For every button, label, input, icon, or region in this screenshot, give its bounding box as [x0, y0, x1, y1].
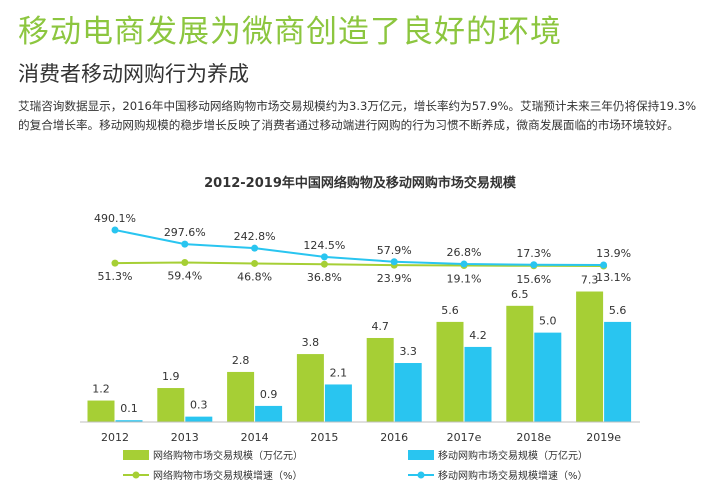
- bar-online-2013: [157, 388, 185, 422]
- bar-mobile-2015: [324, 384, 352, 422]
- bar-label-mobile-2016: 3.3: [399, 345, 417, 358]
- point-label-mobile-2015: 124.5%: [303, 239, 345, 252]
- bar-label-mobile-2013: 0.3: [190, 399, 208, 412]
- bar-online-2017e: [436, 321, 464, 422]
- point-mobile-2015: [320, 253, 328, 261]
- bar-label-online-2014: 2.8: [232, 354, 250, 367]
- subheadline: 消费者移动网购行为养成: [18, 62, 249, 86]
- legend-label-online-growth: 网络购物市场交易规模增速（%）: [153, 469, 303, 482]
- bar-label-online-2013: 1.9: [162, 370, 180, 383]
- bar-label-mobile-2018e: 5.0: [539, 315, 557, 328]
- bar-label-online-2012: 1.2: [92, 383, 110, 396]
- bar-label-online-2018e: 6.5: [511, 288, 529, 301]
- bar-online-2018e: [506, 305, 534, 422]
- legend-swatch-online-size: [123, 450, 149, 460]
- headline: 移动电商发展为微商创造了良好的环境: [18, 14, 562, 50]
- point-label-online-2015: 36.8%: [307, 271, 342, 284]
- bars-layer: 1.2 0.1 1.9 0.3 2.8 0.9 3.8 2.1 4.7 3.3 5.6 4.2 6.5 5…: [87, 274, 632, 422]
- bar-online-2012: [87, 400, 115, 422]
- bar-mobile-2013: [185, 416, 213, 422]
- bar-label-mobile-2017e: 4.2: [469, 329, 487, 342]
- legend-swatch-mobile-size: [408, 450, 434, 460]
- point-label-mobile-2013: 297.6%: [164, 226, 206, 239]
- x-tick-2018e: 2018e: [516, 431, 551, 444]
- x-tick-2016: 2016: [380, 431, 408, 444]
- bar-mobile-2019e: [604, 321, 632, 422]
- legend-marker-online-growth: [132, 471, 140, 479]
- point-mobile-2019e: [600, 261, 608, 269]
- x-tick-2017e: 2017e: [447, 431, 482, 444]
- point-online-2015: [320, 260, 328, 268]
- point-label-online-2018e: 15.6%: [516, 273, 551, 286]
- legend-label-mobile-growth: 移动网购市场交易规模增速（%）: [438, 469, 588, 482]
- bar-label-online-2016: 4.7: [371, 320, 389, 333]
- point-label-mobile-2016: 57.9%: [377, 244, 412, 257]
- x-tick-labels: 2012 2013 2014 2015 2016 2017e 2018e 2019e: [101, 431, 621, 444]
- description-paragraph: 艾瑞咨询数据显示，2016年中国移动网络购物市场交易规模约为3.3万亿元，增长率…: [18, 99, 697, 132]
- bar-mobile-2012: [115, 420, 143, 422]
- point-mobile-2017e: [460, 260, 468, 268]
- point-mobile-2016: [390, 258, 398, 266]
- bar-label-mobile-2019e: 5.6: [609, 304, 627, 317]
- point-label-mobile-2014: 242.8%: [234, 230, 276, 243]
- bar-online-2014: [227, 371, 255, 422]
- bar-label-online-2015: 3.8: [302, 336, 320, 349]
- x-tick-2014: 2014: [241, 431, 269, 444]
- bar-label-online-2017e: 5.6: [441, 304, 459, 317]
- bar-mobile-2014: [255, 405, 283, 422]
- growth-lines-layer: 51.3% 59.4% 46.8% 36.8% 23.9% 19.1% 15.6% 13.1%…: [94, 212, 631, 286]
- legend-label-online-size: 网络购物市场交易规模（万亿元）: [153, 449, 303, 462]
- point-label-online-2017e: 19.1%: [447, 273, 482, 286]
- point-online-2012: [111, 259, 119, 267]
- point-online-2013: [181, 259, 189, 266]
- x-tick-2013: 2013: [171, 431, 199, 444]
- legend: 网络购物市场交易规模（万亿元） 移动网购市场交易规模（万亿元） 网络购物市场交易规模…: [123, 449, 588, 482]
- point-mobile-2013: [181, 240, 189, 248]
- point-label-mobile-2018e: 17.3%: [516, 247, 551, 260]
- x-tick-2012: 2012: [101, 431, 129, 444]
- x-tick-2015: 2015: [310, 431, 338, 444]
- bar-mobile-2018e: [534, 332, 562, 422]
- chart-title: 2012-2019年中国网络购物及移动网购市场交易规模: [204, 175, 517, 191]
- point-online-2014: [251, 259, 259, 267]
- bar-online-2019e: [576, 291, 604, 422]
- legend-marker-mobile-growth: [417, 471, 425, 479]
- point-label-online-2014: 46.8%: [237, 270, 272, 283]
- bar-online-2016: [366, 337, 394, 422]
- line-mobile: [114, 229, 604, 266]
- point-mobile-2012: [111, 226, 119, 234]
- x-tick-2019e: 2019e: [586, 431, 621, 444]
- line-online: [114, 261, 604, 267]
- bar-label-mobile-2014: 0.9: [260, 388, 278, 401]
- point-mobile-2014: [251, 244, 259, 252]
- bar-online-2015: [296, 354, 324, 422]
- bar-mobile-2017e: [464, 346, 492, 422]
- point-label-online-2012: 51.3%: [98, 270, 133, 283]
- legend-label-mobile-size: 移动网购市场交易规模（万亿元）: [438, 449, 588, 462]
- point-label-online-2013: 59.4%: [167, 270, 202, 283]
- bar-label-mobile-2015: 2.1: [330, 366, 348, 379]
- point-label-online-2016: 23.9%: [377, 272, 412, 285]
- bar-label-mobile-2012: 0.1: [120, 402, 138, 415]
- point-label-online-2019e: 13.1%: [596, 271, 631, 284]
- bar-mobile-2016: [394, 363, 422, 422]
- point-label-mobile-2017e: 26.8%: [447, 246, 482, 259]
- bar-label-online-2019e: 7.3: [581, 274, 599, 287]
- point-label-mobile-2019e: 13.9%: [596, 247, 631, 260]
- point-label-mobile-2012: 490.1%: [94, 212, 136, 225]
- point-mobile-2018e: [530, 261, 538, 269]
